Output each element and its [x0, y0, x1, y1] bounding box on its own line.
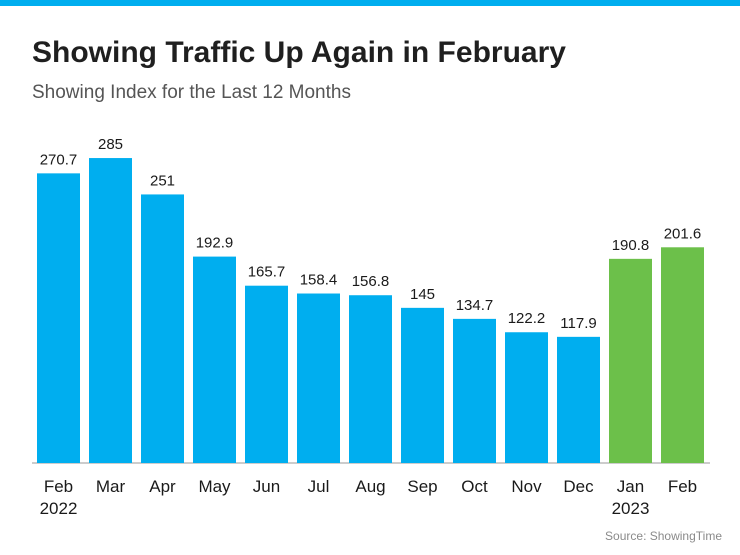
bar — [661, 247, 704, 463]
bar — [297, 293, 340, 463]
bar — [89, 158, 132, 464]
value-label: 285 — [98, 136, 123, 153]
bar — [245, 285, 288, 463]
value-label: 158.4 — [300, 272, 338, 289]
x-tick-label: Jan 2023 — [611, 477, 650, 518]
value-label: 270.7 — [40, 151, 78, 168]
bar — [453, 318, 496, 463]
x-tick-label: Aug — [355, 477, 386, 496]
value-label: 165.7 — [248, 264, 286, 281]
x-tick-label: Sep — [407, 477, 438, 496]
bar — [505, 332, 548, 463]
bar — [401, 307, 444, 463]
bar — [609, 258, 652, 463]
x-tick-label: Mar — [95, 477, 126, 496]
x-tick-label: Oct — [461, 477, 488, 496]
source-note: Source: ShowingTime — [605, 529, 722, 543]
x-tick-label: Dec — [563, 477, 594, 496]
value-label: 117.9 — [560, 315, 596, 332]
value-label: 251 — [150, 172, 175, 189]
bar — [193, 256, 236, 463]
value-label: 122.2 — [508, 310, 546, 327]
x-tick-label: Feb 2022 — [39, 477, 78, 518]
x-tick-label: Apr — [149, 477, 176, 496]
x-tick-label: Jun — [252, 477, 281, 496]
bar — [141, 194, 184, 463]
bar — [37, 173, 80, 463]
value-label: 201.6 — [664, 225, 702, 242]
value-label: 134.7 — [456, 297, 494, 314]
x-tick-label: Jul — [307, 477, 330, 496]
value-label: 156.8 — [352, 273, 390, 290]
top-stripe — [0, 0, 740, 6]
chart-title: Showing Traffic Up Again in February — [32, 36, 566, 69]
x-tick-label: May — [198, 477, 231, 496]
bar — [349, 295, 392, 463]
x-tick-label: Nov — [511, 477, 542, 496]
chart-subtitle: Showing Index for the Last 12 Months — [32, 82, 351, 103]
value-label: 145 — [410, 286, 435, 303]
value-label: 190.8 — [612, 237, 650, 254]
x-tick-label: Feb — [667, 477, 698, 496]
value-label: 192.9 — [196, 235, 234, 252]
bar — [557, 336, 600, 463]
